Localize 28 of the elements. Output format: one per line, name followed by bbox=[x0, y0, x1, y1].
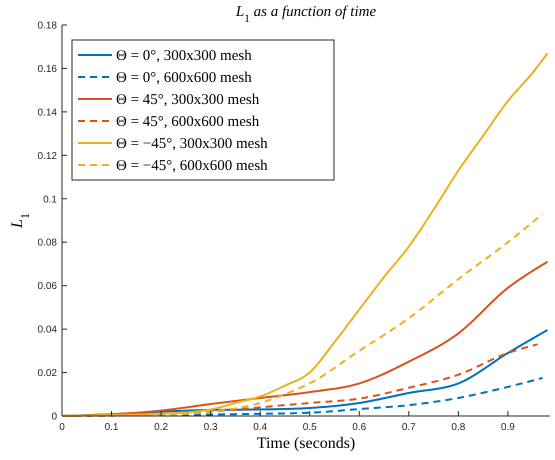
x-axis-title: Time (seconds) bbox=[256, 435, 356, 452]
x-tick-label: 0.8 bbox=[451, 422, 466, 433]
y-tick-label: 0.04 bbox=[38, 324, 58, 336]
y-tick-label: 0.06 bbox=[38, 281, 58, 292]
y-tick-label: 0.18 bbox=[38, 20, 58, 32]
y-tick-label: 0.02 bbox=[38, 368, 58, 380]
legend-label: Θ = −45°, 300x300 mesh bbox=[116, 136, 268, 152]
legend-label: Θ = −45°, 600x600 mesh bbox=[116, 158, 268, 174]
x-tick-label: 0.6 bbox=[352, 422, 367, 433]
x-tick-label: 0.7 bbox=[402, 422, 416, 433]
y-tick-label: 0.1 bbox=[43, 194, 58, 206]
x-tick-label: 0.9 bbox=[500, 422, 516, 433]
x-tick-label: 0.4 bbox=[253, 422, 268, 433]
x-tick-label: 0 bbox=[59, 422, 66, 433]
y-tick-label: 0.08 bbox=[38, 238, 58, 249]
y-tick-label: 0.14 bbox=[38, 107, 58, 118]
legend-label: Θ = 0°, 300x300 mesh bbox=[116, 48, 252, 64]
x-tick-label: 0.3 bbox=[204, 422, 218, 433]
x-tick-label: 0.5 bbox=[302, 422, 318, 433]
y-tick-label: 0 bbox=[51, 412, 58, 422]
x-tick-label: 0.1 bbox=[104, 422, 119, 433]
legend-label: Θ = 0°, 600x600 mesh bbox=[116, 70, 252, 86]
legend-label: Θ = 45°, 600x600 mesh bbox=[116, 114, 260, 130]
y-tick-label: 0.16 bbox=[38, 64, 58, 75]
chart-title: L$_{1}$ as a function of time bbox=[234, 4, 376, 25]
x-tick-label: 0.2 bbox=[154, 422, 168, 433]
legend-label: Θ = 45°, 300x300 mesh bbox=[116, 92, 260, 108]
y-tick-label: 0.12 bbox=[38, 150, 58, 162]
